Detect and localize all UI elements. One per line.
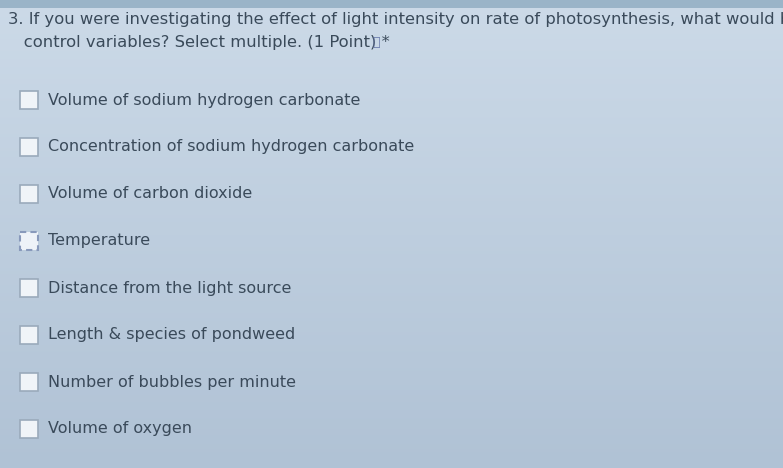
Text: Distance from the light source: Distance from the light source <box>48 280 291 295</box>
FancyBboxPatch shape <box>20 373 38 391</box>
FancyBboxPatch shape <box>20 91 38 109</box>
Text: Concentration of sodium hydrogen carbonate: Concentration of sodium hydrogen carbona… <box>48 139 414 154</box>
Text: Volume of sodium hydrogen carbonate: Volume of sodium hydrogen carbonate <box>48 93 360 108</box>
Text: Volume of oxygen: Volume of oxygen <box>48 422 192 437</box>
FancyBboxPatch shape <box>20 185 38 203</box>
Text: Number of bubbles per minute: Number of bubbles per minute <box>48 374 296 389</box>
FancyBboxPatch shape <box>20 326 38 344</box>
Text: Temperature: Temperature <box>48 234 150 249</box>
Text: control variables? Select multiple. (1 Point) *: control variables? Select multiple. (1 P… <box>8 35 390 50</box>
Text: 3. If you were investigating the effect of light intensity on rate of photosynth: 3. If you were investigating the effect … <box>8 12 783 27</box>
FancyBboxPatch shape <box>20 279 38 297</box>
Text: Volume of carbon dioxide: Volume of carbon dioxide <box>48 187 252 202</box>
FancyBboxPatch shape <box>20 420 38 438</box>
Bar <box>0 0 783 8</box>
Text: ⧉: ⧉ <box>372 36 380 49</box>
FancyBboxPatch shape <box>20 232 38 250</box>
Text: Length & species of pondweed: Length & species of pondweed <box>48 328 295 343</box>
FancyBboxPatch shape <box>20 138 38 156</box>
